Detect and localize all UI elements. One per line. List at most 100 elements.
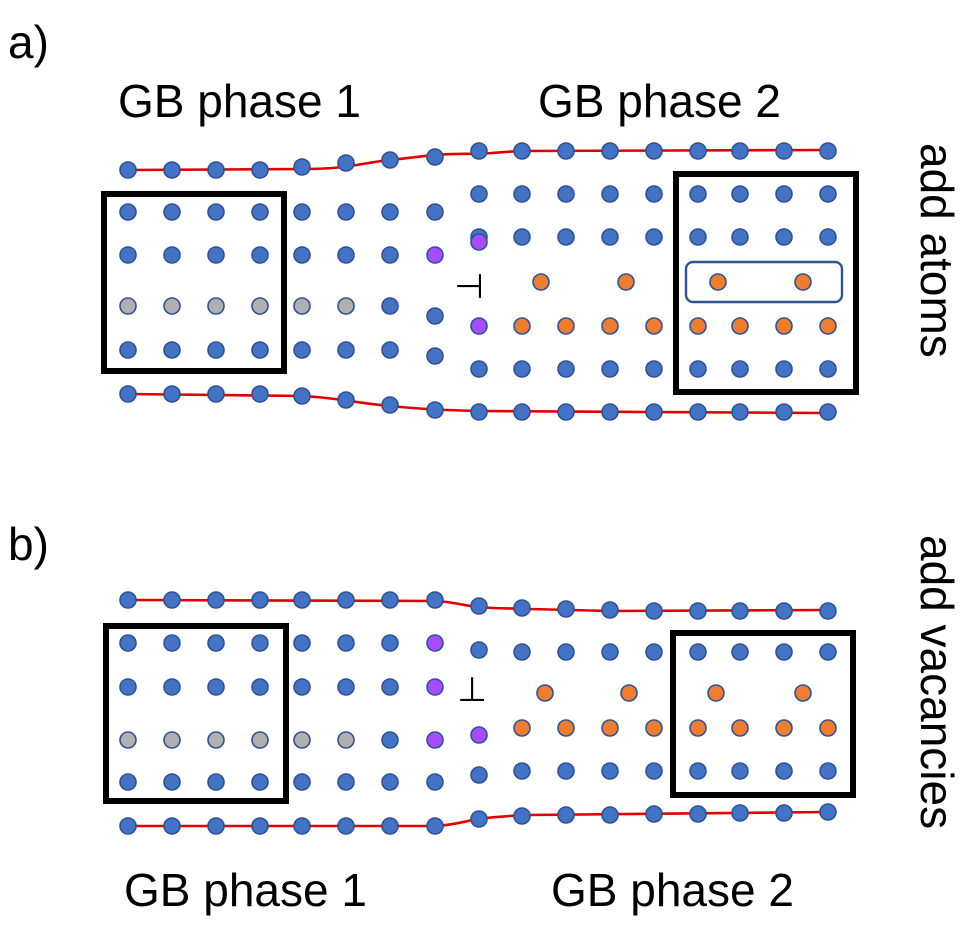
atom-orange xyxy=(819,317,837,335)
atom-blue xyxy=(207,161,225,179)
atom-blue xyxy=(251,203,269,221)
atom-blue xyxy=(601,762,619,780)
atom-blue xyxy=(775,762,793,780)
atom-blue xyxy=(163,341,181,359)
atom-blue xyxy=(513,228,531,246)
atom-gray xyxy=(251,297,269,315)
atom-blue xyxy=(601,142,619,160)
atom-blue xyxy=(381,396,399,414)
atom-blue xyxy=(601,185,619,203)
atom-blue xyxy=(337,341,355,359)
atom-blue xyxy=(645,228,663,246)
atom-blue xyxy=(557,643,575,661)
atom-blue xyxy=(775,403,793,421)
atom-blue xyxy=(337,678,355,696)
atom-orange xyxy=(536,684,554,702)
panel-a-added-atoms-highlight xyxy=(684,260,844,304)
panel-a-atoms xyxy=(119,142,837,421)
atom-orange xyxy=(601,719,619,737)
atom-orange xyxy=(557,317,575,335)
atom-purple xyxy=(426,246,444,264)
atom-blue xyxy=(819,185,837,203)
atom-orange xyxy=(775,317,793,335)
atom-blue xyxy=(119,634,137,652)
panel-a-phase1-box xyxy=(101,191,287,374)
atom-orange xyxy=(513,317,531,335)
atom-blue xyxy=(207,634,225,652)
atom-blue xyxy=(731,185,749,203)
atom-purple xyxy=(426,634,444,652)
atom-blue xyxy=(470,142,488,160)
atom-blue xyxy=(557,142,575,160)
atom-purple xyxy=(470,233,488,251)
atom-blue xyxy=(163,817,181,835)
atom-blue xyxy=(731,228,749,246)
atom-gray xyxy=(207,297,225,315)
atom-blue xyxy=(251,817,269,835)
atom-blue xyxy=(293,203,311,221)
atom-blue xyxy=(207,246,225,264)
atom-blue xyxy=(293,678,311,696)
atom-blue xyxy=(163,634,181,652)
atom-blue xyxy=(731,602,749,620)
panel-a-left-title: GB phase 1 xyxy=(118,75,361,127)
atom-orange xyxy=(620,684,638,702)
atom-blue xyxy=(381,773,399,791)
atom-blue xyxy=(381,731,399,749)
atom-blue xyxy=(819,142,837,160)
atom-blue xyxy=(381,817,399,835)
atom-gray xyxy=(163,297,181,315)
atom-blue xyxy=(689,185,707,203)
atom-blue xyxy=(775,643,793,661)
atom-blue xyxy=(207,385,225,403)
atom-purple xyxy=(426,731,444,749)
atom-blue xyxy=(819,360,837,378)
atom-blue xyxy=(163,161,181,179)
panel-a-phase2-box xyxy=(673,171,859,395)
atom-blue xyxy=(337,591,355,609)
atom-blue xyxy=(470,641,488,659)
atom-blue xyxy=(689,762,707,780)
atom-blue xyxy=(601,601,619,619)
atom-blue xyxy=(819,602,837,620)
atom-blue xyxy=(513,599,531,617)
atom-blue xyxy=(513,762,531,780)
atom-blue xyxy=(381,634,399,652)
atom-orange xyxy=(794,273,812,291)
panel-b: b) GB phase 1 GB phase 2 add vacancies ⊥ xyxy=(8,518,963,916)
atom-blue xyxy=(251,385,269,403)
atom-gray xyxy=(119,297,137,315)
atom-blue xyxy=(293,341,311,359)
atom-blue xyxy=(251,634,269,652)
atom-blue xyxy=(557,360,575,378)
atom-blue xyxy=(470,597,488,615)
atom-blue xyxy=(557,600,575,618)
panel-a-side-label: add atoms xyxy=(911,143,963,358)
atom-blue xyxy=(207,591,225,609)
atom-blue xyxy=(513,807,531,825)
atom-gray xyxy=(207,731,225,749)
atom-blue xyxy=(775,142,793,160)
atom-blue xyxy=(381,678,399,696)
atom-blue xyxy=(381,297,399,315)
atom-gray xyxy=(163,731,181,749)
panel-a: a) GB phase 1 GB phase 2 add atoms ⊥ xyxy=(8,16,963,421)
atom-blue xyxy=(163,385,181,403)
atom-blue xyxy=(337,203,355,221)
atom-blue xyxy=(337,634,355,652)
atom-blue xyxy=(557,806,575,824)
atom-blue xyxy=(731,403,749,421)
atom-blue xyxy=(119,161,137,179)
atom-blue xyxy=(119,591,137,609)
atom-orange xyxy=(645,317,663,335)
atom-orange xyxy=(731,317,749,335)
atom-blue xyxy=(513,643,531,661)
atom-gray xyxy=(251,731,269,749)
atom-blue xyxy=(293,773,311,791)
atom-blue xyxy=(557,185,575,203)
atom-blue xyxy=(513,403,531,421)
atom-blue xyxy=(119,773,137,791)
atom-orange xyxy=(709,273,727,291)
atom-orange xyxy=(689,317,707,335)
atom-blue xyxy=(819,803,837,821)
